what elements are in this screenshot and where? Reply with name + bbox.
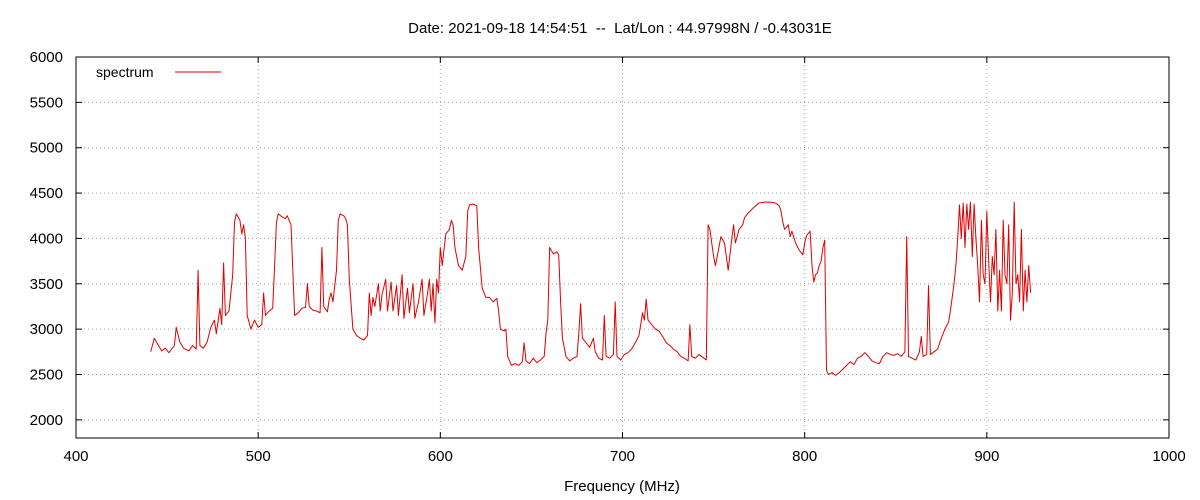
x-axis-label: Frequency (MHz) [564,478,680,495]
y-tick-label: 4500 [30,185,63,202]
x-tick-label: 900 [974,448,999,465]
legend: spectrum [96,64,221,80]
y-tick-label: 3500 [30,276,63,293]
grid-lines [76,57,1169,438]
x-tick-label: 600 [428,448,453,465]
x-tick-label: 700 [610,448,635,465]
x-tick-label: 400 [63,448,88,465]
y-tick-label: 3000 [30,321,63,338]
y-tick-label: 2000 [30,412,63,429]
x-tick-label: 1000 [1152,448,1185,465]
y-tick-label: 2500 [30,367,63,384]
y-tick-label: 4000 [30,230,63,247]
legend-entry-spectrum: spectrum [96,64,154,80]
y-tick-label: 5000 [30,140,63,157]
axis-ticks: 400 500 600 700 800 900 1000 2000 2500 3000 3500 40… [30,49,1186,465]
series-line-spectrum [150,201,1032,376]
y-tick-label: 6000 [30,49,63,66]
x-tick-label: 800 [792,448,817,465]
y-tick-label: 5500 [30,94,63,111]
x-tick-label: 500 [246,448,271,465]
chart-title: Date: 2021-09-18 14:54:51 -- Lat/Lon : 4… [408,20,832,37]
plot-frame [75,56,1170,439]
series-layer [150,201,1032,376]
